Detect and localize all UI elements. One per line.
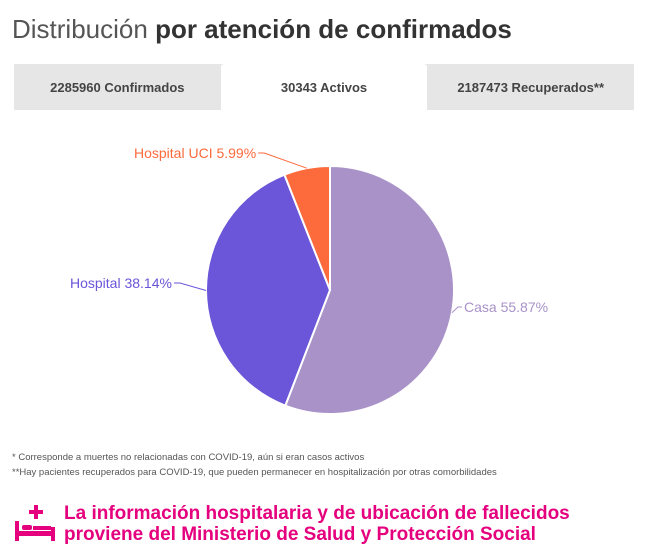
- footnote-2: **Hay pacientes recuperados para COVID-1…: [12, 467, 497, 478]
- source-note-line-2: proviene del Ministerio de Salud y Prote…: [64, 524, 536, 545]
- pie-chart: Casa 55.87% Hospital 38.14% Hospital UCI 5…: [70, 145, 548, 415]
- title-bold: por atención de confirmados: [155, 14, 512, 44]
- pie-slice-hospital-uci[interactable]: [283, 164, 331, 291]
- tab-bar: 2285960 Confirmados 30343 Activos 218747…: [14, 64, 634, 110]
- title-regular: Distribución: [12, 14, 148, 44]
- footnotes: * Corresponde a muertes no relacionadas …: [12, 450, 497, 480]
- chart-title: Distribución por atención de confirmados: [12, 14, 512, 45]
- pie-leader-hospital-uci: [258, 152, 307, 169]
- pie-label-hospital-uci: Hospital UCI 5.99%: [134, 145, 256, 161]
- footnote-1: * Corresponde a muertes no relacionadas …: [12, 452, 365, 463]
- tab-recuperados[interactable]: 2187473 Recuperados**: [457, 79, 605, 95]
- pie-label-casa: Casa 55.87%: [464, 299, 548, 315]
- source-note-text: La información hospitalaria y de ubicaci…: [64, 503, 570, 545]
- tab-activos[interactable]: 30343 Activos: [220, 64, 428, 110]
- source-note-line-1: La información hospitalaria y de ubicaci…: [64, 503, 570, 524]
- tab-confirmados[interactable]: 2285960 Confirmados: [50, 79, 185, 95]
- pie-slice-hospital[interactable]: [205, 173, 332, 407]
- source-note: La información hospitalaria y de ubicaci…: [12, 503, 570, 545]
- pie-slice-casa[interactable]: [284, 164, 456, 415]
- pie-leader-hospital: [173, 282, 207, 291]
- hospital-bed-icon: [15, 505, 55, 541]
- pie-label-hospital: Hospital 38.14%: [70, 275, 172, 291]
- pie-leader-casa: [451, 306, 462, 314]
